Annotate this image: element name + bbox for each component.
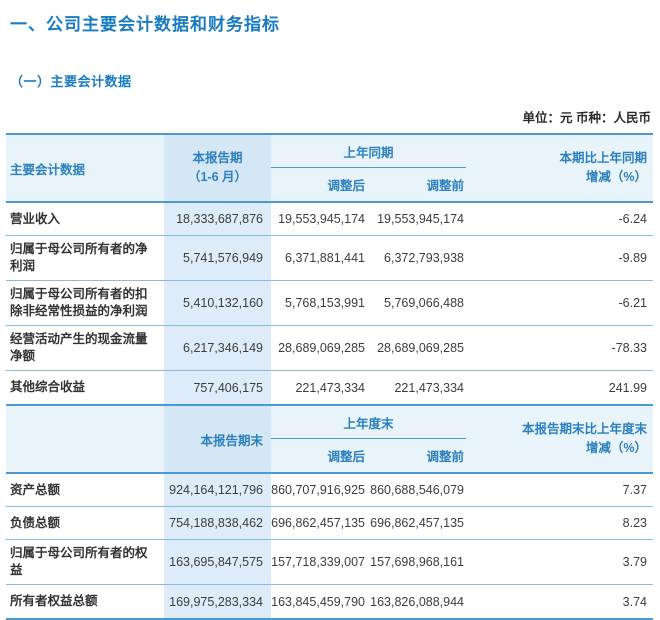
table-row: 资产总额 924,164,121,796 860,707,916,925 860… — [6, 474, 653, 507]
row-before-adjustment-value: 6,372,793,938 — [384, 251, 464, 265]
table2-header-current-period-end: 本报告期末 — [164, 406, 271, 472]
row-current-value: 924,164,121,796 — [164, 474, 271, 506]
prior-yearend-subcolumns: 调整后 调整前 — [271, 439, 466, 472]
row-adjusted-value: 5,768,153,991 — [285, 296, 365, 310]
table-row: 经营活动产生的现金流量净额 6,217,346,149 28,689,069,2… — [6, 326, 653, 371]
change-header-line1: 本报告期末比上年度末 — [521, 422, 647, 436]
row-change-percent: -6.21 — [618, 296, 648, 310]
row-current-value: 163,695,847,575 — [164, 540, 271, 584]
row-change-percent: -9.89 — [618, 251, 648, 265]
prior-yearend-group-label: 上年度末 — [271, 406, 466, 439]
row-current-value: 5,410,132,160 — [164, 281, 271, 325]
row-label: 所有者权益总额 — [10, 594, 98, 608]
row-change-percent: 3.79 — [622, 555, 647, 569]
table2-header-prior-yearend-group: 上年度末 调整后 调整前 — [271, 406, 466, 472]
unit-currency-note: 单位：元 币种：人民币 — [522, 111, 651, 125]
row-change-percent: 3.74 — [622, 594, 647, 609]
table1-header-label: 主要会计数据 — [10, 162, 86, 177]
prior-period-subcolumns: 调整后 调整前 — [271, 168, 466, 201]
current-period-end-label: 本报告期末 — [200, 433, 263, 448]
row-label: 归属于母公司所有者的净利润 — [10, 242, 148, 273]
row-current-value: 754,188,838,462 — [164, 507, 271, 539]
table-row: 其他综合收益 757,406,175 221,473,334 221,473,3… — [6, 371, 653, 404]
row-adjusted-value: 157,718,339,007 — [271, 555, 365, 569]
change-header-line1: 本期比上年同期 — [559, 151, 647, 165]
table1-header-prior-period-group: 上年同期 调整后 调整前 — [271, 135, 466, 201]
table-row: 归属于母公司所有者的扣除非经常性损益的净利润 5,410,132,160 5,7… — [6, 281, 653, 326]
row-label: 营业收入 — [10, 211, 61, 226]
subcolumn-adjusted: 调整后 — [327, 450, 365, 464]
subcolumn-before-adjustment: 调整前 — [426, 179, 464, 193]
row-before-adjustment-value: 19,553,945,174 — [377, 212, 464, 226]
row-label: 其他综合收益 — [10, 380, 86, 394]
row-label: 资产总额 — [10, 482, 61, 497]
row-adjusted-value: 28,689,069,285 — [278, 341, 365, 355]
table-row: 归属于母公司所有者的权益 163,695,847,575 157,718,339… — [6, 540, 653, 585]
table2-header-row: 本报告期末 上年度末 调整后 调整前 本报告期末比上年度末 增减（%） — [6, 406, 653, 474]
row-before-adjustment-value: 221,473,334 — [394, 380, 464, 395]
row-label: 归属于母公司所有者的权益 — [10, 546, 148, 577]
row-current-value: 18,333,687,876 — [164, 203, 271, 235]
table1-header-current-period: 本报告期 （1-6 月） — [164, 135, 271, 201]
row-adjusted-value: 696,862,457,135 — [271, 516, 365, 530]
current-period-line1: 本报告期 — [192, 151, 243, 165]
current-period-line2: （1-6 月） — [187, 170, 248, 184]
table-row: 所有者权益总额 169,975,283,334 163,845,459,790 … — [6, 585, 653, 618]
row-change-percent: 241.99 — [608, 380, 647, 395]
row-label: 经营活动产生的现金流量净额 — [10, 332, 148, 363]
table2-header-change-percent: 本报告期末比上年度末 增减（%） — [466, 406, 653, 472]
section-subtitle: （一）主要会计数据 — [10, 74, 132, 89]
table-row: 归属于母公司所有者的净利润 5,741,576,949 6,371,881,44… — [6, 236, 653, 281]
table-row: 负债总额 754,188,838,462 696,862,457,135 696… — [6, 507, 653, 540]
row-before-adjustment-value: 696,862,457,135 — [370, 516, 464, 530]
row-current-value: 6,217,346,149 — [164, 326, 271, 370]
row-before-adjustment-value: 860,688,546,079 — [370, 483, 464, 497]
prior-period-group-label: 上年同期 — [271, 135, 466, 168]
row-change-percent: -6.24 — [618, 212, 648, 226]
row-change-percent: 7.37 — [622, 483, 647, 497]
row-current-value: 757,406,175 — [164, 371, 271, 404]
row-label: 负债总额 — [10, 515, 61, 530]
row-change-percent: -78.33 — [611, 341, 647, 355]
main-accounting-data-table: 主要会计数据 本报告期 （1-6 月） 上年同期 调整后 调整前 本期比上年同期… — [6, 133, 653, 620]
table1-header-row: 主要会计数据 本报告期 （1-6 月） 上年同期 调整后 调整前 本期比上年同期… — [6, 135, 653, 203]
row-label: 归属于母公司所有者的扣除非经常性损益的净利润 — [10, 287, 148, 318]
subcolumn-adjusted: 调整后 — [327, 179, 365, 193]
table1-header-change-percent: 本期比上年同期 增减（%） — [466, 135, 653, 201]
row-change-percent: 8.23 — [622, 516, 647, 530]
row-adjusted-value: 221,473,334 — [295, 380, 365, 395]
row-adjusted-value: 19,553,945,174 — [278, 212, 365, 226]
change-header-line2: 增减（%） — [585, 441, 647, 455]
table1-body: 营业收入 18,333,687,876 19,553,945,174 19,55… — [6, 203, 653, 406]
row-before-adjustment-value: 5,769,066,488 — [384, 296, 464, 310]
page-title: 一、公司主要会计数据和财务指标 — [10, 15, 280, 34]
row-current-value: 169,975,283,334 — [164, 585, 271, 618]
table2-header-label — [6, 406, 164, 472]
row-adjusted-value: 6,371,881,441 — [285, 251, 365, 265]
row-before-adjustment-value: 157,698,968,161 — [370, 555, 464, 569]
change-header-line2: 增减（%） — [585, 170, 647, 184]
row-current-value: 5,741,576,949 — [164, 236, 271, 280]
row-before-adjustment-value: 28,689,069,285 — [377, 341, 464, 355]
row-before-adjustment-value: 163,826,088,944 — [370, 594, 464, 609]
row-adjusted-value: 163,845,459,790 — [271, 594, 365, 609]
table-row: 营业收入 18,333,687,876 19,553,945,174 19,55… — [6, 203, 653, 236]
subcolumn-before-adjustment: 调整前 — [426, 450, 464, 464]
row-adjusted-value: 860,707,916,925 — [271, 483, 365, 497]
table2-body: 资产总额 924,164,121,796 860,707,916,925 860… — [6, 474, 653, 618]
